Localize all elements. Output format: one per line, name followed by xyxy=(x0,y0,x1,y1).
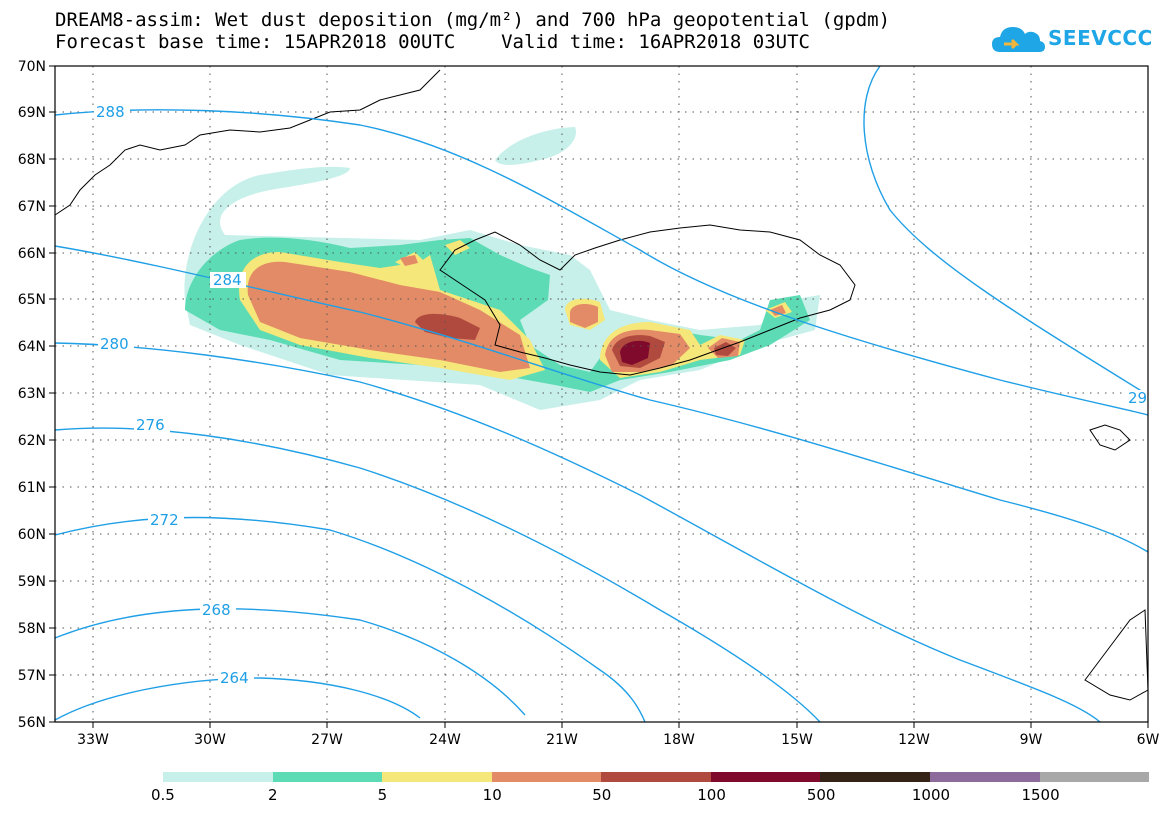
legend-label: 100 xyxy=(697,786,726,804)
lon-label: 21W xyxy=(546,732,578,748)
contour-label-29: 29 xyxy=(1128,389,1147,407)
cloud-icon xyxy=(992,27,1045,52)
legend-swatch xyxy=(710,772,821,782)
lat-label: 67N xyxy=(18,199,46,215)
contour-label-272: 272 xyxy=(150,511,179,529)
lat-label: 64N xyxy=(18,339,46,355)
legend-label: 0.5 xyxy=(151,786,175,804)
coastlines xyxy=(54,69,1149,701)
contour-label-group xyxy=(94,104,1150,686)
contour-label-268: 268 xyxy=(202,601,231,619)
lat-label: 66N xyxy=(18,246,46,262)
map-title-line2: Forecast base time: 15APR2018 00UTC Vali… xyxy=(55,31,810,53)
legend-label: 1000 xyxy=(911,786,951,804)
lat-label: 60N xyxy=(18,527,46,543)
lon-label: 30W xyxy=(194,732,226,748)
contour-label-276: 276 xyxy=(136,416,165,434)
lat-label: 59N xyxy=(18,574,46,590)
color-legend xyxy=(163,772,1150,782)
seevccc-logo: SEEVCCC xyxy=(990,18,1153,58)
lat-label: 68N xyxy=(18,152,46,168)
lat-label: 58N xyxy=(18,621,46,637)
dust-band-0.5-north xyxy=(495,127,576,165)
dust-band-10-c xyxy=(570,304,598,328)
map-title-line1: DREAM8-assim: Wet dust deposition (mg/m²… xyxy=(55,9,891,31)
dust-band-10 xyxy=(247,261,530,372)
lon-label: 9W xyxy=(1020,732,1043,748)
lat-label: 62N xyxy=(18,433,46,449)
lat-label: 70N xyxy=(18,59,46,75)
lon-label: 15W xyxy=(781,732,813,748)
legend-label: 1500 xyxy=(1021,786,1060,804)
lat-label: 63N xyxy=(18,386,46,402)
legend-label: 500 xyxy=(806,786,836,804)
contour-276 xyxy=(54,427,821,723)
dust-band-50 xyxy=(415,313,480,340)
legend-swatch xyxy=(382,772,492,782)
legend-label: 2 xyxy=(268,786,278,804)
lon-label: 33W xyxy=(77,732,109,748)
contour-288-east xyxy=(863,65,1149,396)
logo-text: SEEVCCC xyxy=(1048,26,1153,50)
legend-label: 10 xyxy=(482,786,502,804)
dust-deposition-fill xyxy=(184,127,821,410)
lon-label: 27W xyxy=(311,732,343,748)
contour-288 xyxy=(54,109,1149,416)
legend-swatch xyxy=(272,772,383,782)
legend-label: 50 xyxy=(592,786,612,804)
lat-label: 65N xyxy=(18,292,46,308)
lon-label: 12W xyxy=(898,732,930,748)
contour-label-288: 288 xyxy=(96,103,125,121)
contour-284 xyxy=(54,245,1149,553)
legend-swatch xyxy=(601,772,711,782)
legend-swatch xyxy=(491,772,602,782)
dust-band-100 xyxy=(620,340,650,365)
contour-label-264: 264 xyxy=(220,669,249,687)
lat-label: 61N xyxy=(18,480,46,496)
legend-label: 5 xyxy=(377,786,388,804)
iceland-coast xyxy=(439,224,856,376)
contour-label-284: 284 xyxy=(213,271,242,289)
contour-280 xyxy=(54,342,1101,723)
greenland-coast xyxy=(54,69,441,216)
axis-ticks xyxy=(49,65,1149,728)
contour-264 xyxy=(54,677,421,721)
lat-label: 69N xyxy=(18,105,46,121)
contour-label-280: 280 xyxy=(100,335,129,353)
legend-swatch xyxy=(163,772,273,782)
lon-label: 18W xyxy=(663,732,695,748)
contour-268 xyxy=(54,608,526,716)
legend-swatch xyxy=(1039,772,1150,782)
faroe-coast xyxy=(1089,424,1131,451)
lat-label: 57N xyxy=(18,668,46,684)
lon-label: 6W xyxy=(1137,732,1160,748)
legend-swatch xyxy=(929,772,1040,782)
contour-272 xyxy=(54,516,646,723)
legend-swatch xyxy=(820,772,930,782)
scotland-coast xyxy=(1084,609,1149,701)
lon-label: 24W xyxy=(429,732,461,748)
map-frame xyxy=(54,65,1149,723)
lat-label: 56N xyxy=(18,715,46,731)
